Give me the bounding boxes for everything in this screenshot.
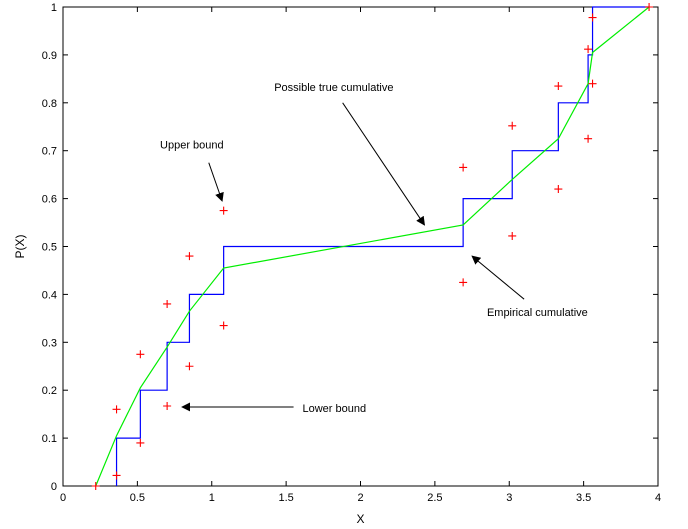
annotation-label: Empirical cumulative bbox=[487, 307, 588, 319]
upper-bound-marker bbox=[588, 13, 597, 22]
x-tick-label: 0.5 bbox=[130, 492, 145, 504]
y-tick-label: 0.6 bbox=[42, 194, 57, 206]
true-cumulative-line bbox=[95, 6, 650, 487]
y-tick-label: 1 bbox=[51, 2, 57, 14]
upper-bound-marker bbox=[185, 252, 194, 261]
upper-bound-marker bbox=[508, 121, 517, 130]
lower-bound-marker bbox=[136, 438, 145, 447]
y-tick-label: 0.2 bbox=[42, 385, 57, 397]
x-tick-label: 2 bbox=[357, 492, 363, 504]
lower-bound-marker bbox=[554, 185, 563, 194]
annotation-arrow bbox=[208, 162, 224, 202]
lower-bound-marker bbox=[459, 278, 468, 287]
y-tick-label: 0.8 bbox=[42, 98, 57, 110]
upper-bound-marker bbox=[91, 482, 100, 490]
upper-bound-marker bbox=[136, 350, 145, 359]
lower-bound-marker bbox=[163, 402, 172, 411]
x-tick-label: 3 bbox=[506, 492, 512, 504]
upper-bound-marker bbox=[163, 299, 172, 308]
y-tick-label: 0.3 bbox=[42, 337, 57, 349]
upper-bound-marker bbox=[645, 3, 654, 11]
y-tick-label: 0 bbox=[51, 481, 57, 493]
annotation-label: Upper bound bbox=[160, 139, 224, 151]
x-tick-label: 1.5 bbox=[278, 492, 293, 504]
y-tick-label: 0.7 bbox=[42, 146, 57, 158]
lower-bound-marker bbox=[219, 321, 228, 330]
upper-bound-marker bbox=[554, 82, 563, 91]
x-axis-label: X bbox=[356, 512, 364, 526]
y-tick-label: 0.5 bbox=[42, 242, 57, 254]
annotation-label: Lower bound bbox=[302, 403, 366, 415]
x-tick-label: 0 bbox=[60, 492, 66, 504]
y-axis-label: P(X) bbox=[13, 234, 27, 258]
annotation-label: Possible true cumulative bbox=[274, 82, 393, 94]
annotation-arrow bbox=[471, 255, 525, 300]
y-tick-label: 0.4 bbox=[42, 289, 57, 301]
x-tick-label: 1 bbox=[209, 492, 215, 504]
lower-bound-marker bbox=[112, 471, 121, 480]
lower-bound-marker bbox=[185, 362, 194, 371]
lower-bound-marker bbox=[588, 79, 597, 88]
upper-bound-marker bbox=[584, 45, 593, 54]
upper-bound-marker bbox=[459, 163, 468, 172]
lower-bound-marker bbox=[584, 134, 593, 143]
x-tick-label: 3.5 bbox=[576, 492, 591, 504]
x-tick-label: 4 bbox=[655, 492, 661, 504]
upper-bound-marker bbox=[112, 405, 121, 414]
annotation-arrow bbox=[342, 102, 425, 226]
empirical-cumulative-step-line bbox=[115, 6, 650, 486]
x-tick-label: 2.5 bbox=[427, 492, 442, 504]
upper-bound-marker bbox=[219, 206, 228, 215]
y-tick-label: 0.1 bbox=[42, 433, 57, 445]
lower-bound-marker bbox=[508, 231, 517, 240]
y-tick-label: 0.9 bbox=[42, 50, 57, 62]
